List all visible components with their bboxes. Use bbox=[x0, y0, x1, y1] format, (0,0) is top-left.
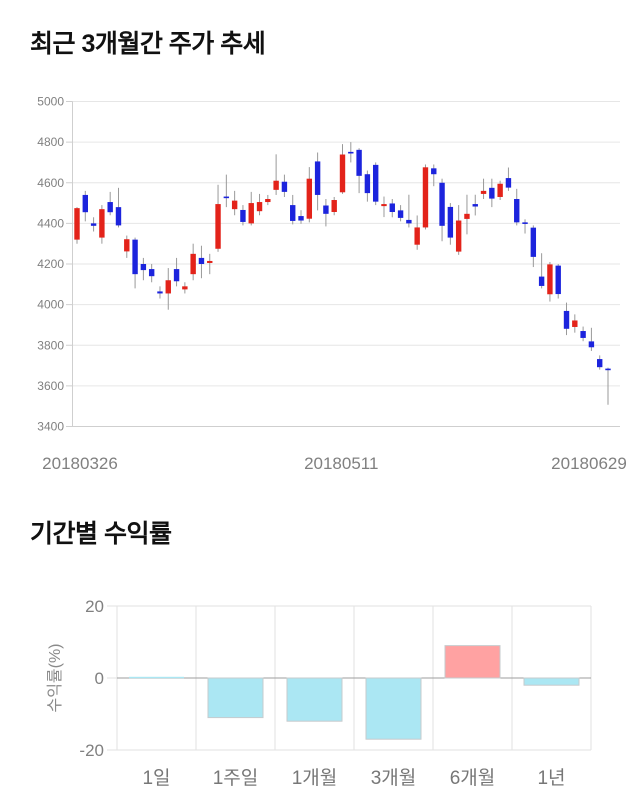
candle-down bbox=[364, 174, 371, 194]
candle-down bbox=[348, 151, 354, 154]
candle-up bbox=[455, 220, 462, 252]
returns-bar-chart: 20 0 -20 수익률(%) 1일 1주일 1개월 3개월 6개월 1년 bbox=[46, 597, 592, 789]
candle-up bbox=[165, 280, 171, 294]
returns-category-label: 1일 bbox=[142, 767, 170, 789]
candle-up bbox=[74, 208, 80, 240]
candle-down bbox=[173, 269, 180, 282]
candle-down bbox=[505, 178, 512, 188]
returns-y-tick-label: -20 bbox=[79, 741, 104, 760]
returns-y-tick-label: 20 bbox=[85, 597, 104, 616]
candle-down bbox=[140, 264, 147, 271]
candle-down bbox=[489, 187, 495, 199]
candle-down bbox=[198, 257, 205, 264]
candle-up bbox=[381, 204, 387, 207]
returns-bar-negative bbox=[207, 677, 264, 719]
candle-down bbox=[90, 223, 97, 226]
price-y-tick-label: 3800 bbox=[37, 338, 64, 352]
price-x-tick-label: 20180326 bbox=[42, 454, 118, 470]
returns-category-label: 3개월 bbox=[371, 767, 417, 789]
candle-down bbox=[389, 203, 395, 212]
candle-up bbox=[190, 253, 196, 275]
candle-down bbox=[439, 182, 445, 226]
candle-up bbox=[414, 227, 420, 245]
candle-down bbox=[298, 216, 304, 221]
candle-down bbox=[447, 206, 454, 238]
candle-down bbox=[323, 205, 329, 214]
candle-down bbox=[148, 269, 155, 277]
candle-down bbox=[431, 168, 437, 175]
candle-up bbox=[265, 199, 271, 203]
candle-up bbox=[248, 203, 254, 224]
returns-bar-negative bbox=[286, 677, 343, 722]
candle-up bbox=[547, 264, 553, 295]
candle-down bbox=[397, 210, 404, 218]
candle-up bbox=[572, 320, 578, 327]
returns-y-axis-label: 수익률(%) bbox=[46, 643, 64, 712]
candle-up bbox=[273, 180, 279, 190]
candle-down bbox=[522, 222, 528, 224]
returns-bar-zero bbox=[129, 676, 184, 679]
price-y-tick-label: 5000 bbox=[37, 95, 64, 109]
candle-down bbox=[290, 205, 296, 221]
returns-category-label: 1년 bbox=[537, 767, 565, 789]
candle-down bbox=[372, 164, 379, 202]
returns-bar-positive bbox=[444, 645, 501, 679]
candle-down bbox=[356, 149, 362, 176]
candle-up bbox=[231, 200, 238, 210]
candle-up bbox=[215, 204, 221, 249]
returns-y-tick-label: 0 bbox=[95, 669, 104, 688]
candle-up bbox=[124, 239, 130, 252]
price-y-tick-label: 3400 bbox=[37, 420, 64, 434]
candle-up bbox=[207, 260, 213, 263]
price-y-tick-label: 4400 bbox=[37, 216, 64, 230]
returns-category-label: 1주일 bbox=[213, 767, 259, 789]
price-x-tick-label: 20180511 bbox=[304, 454, 378, 470]
candle-down bbox=[223, 196, 230, 199]
candle-down bbox=[563, 310, 570, 329]
candle-down bbox=[107, 202, 113, 213]
candle-down bbox=[281, 181, 288, 192]
candle-down bbox=[406, 219, 412, 224]
candle-down bbox=[115, 207, 122, 226]
price-y-tick-label: 4600 bbox=[37, 176, 64, 190]
candle-down bbox=[157, 291, 163, 294]
candle-up bbox=[256, 202, 263, 212]
price-y-tick-label: 3600 bbox=[37, 379, 64, 393]
candle-down bbox=[605, 368, 611, 371]
price-x-tick-label: 20180629 bbox=[551, 454, 627, 470]
candle-up bbox=[331, 200, 337, 212]
returns-bar-negative bbox=[523, 677, 580, 686]
candle-down bbox=[597, 359, 603, 368]
candle-up bbox=[182, 286, 188, 290]
candle-up bbox=[306, 178, 313, 219]
returns-category-label: 1개월 bbox=[292, 767, 338, 789]
candle-down bbox=[514, 199, 520, 223]
candle-up bbox=[497, 183, 503, 197]
candle-down bbox=[530, 227, 537, 257]
price-chart-title: 최근 3개월간 주가 추세 bbox=[30, 30, 266, 58]
candle-up bbox=[422, 167, 429, 228]
candle-down bbox=[580, 331, 586, 338]
returns-chart-title: 기간별 수익률 bbox=[30, 520, 172, 548]
price-candlestick-chart: 5000 4800 4600 4400 4200 4000 3800 3600 3400 2018… bbox=[37, 95, 627, 471]
price-y-tick-label: 4800 bbox=[37, 135, 64, 149]
price-y-tick-label: 4200 bbox=[37, 257, 64, 271]
price-y-tick-label: 4000 bbox=[37, 298, 64, 312]
candle-down bbox=[555, 265, 561, 295]
candle-up bbox=[480, 190, 487, 194]
candle-down bbox=[132, 239, 138, 275]
candle-up bbox=[464, 213, 470, 219]
candle-down bbox=[82, 194, 88, 213]
returns-bar-negative bbox=[365, 677, 422, 740]
candle-down bbox=[240, 209, 246, 222]
candle-down bbox=[314, 161, 321, 195]
candle-down bbox=[472, 204, 478, 207]
returns-category-label: 6개월 bbox=[450, 767, 496, 789]
candle-up bbox=[99, 209, 105, 238]
candle-down bbox=[588, 341, 595, 348]
candle-down bbox=[538, 276, 545, 286]
candle-up bbox=[339, 154, 346, 193]
